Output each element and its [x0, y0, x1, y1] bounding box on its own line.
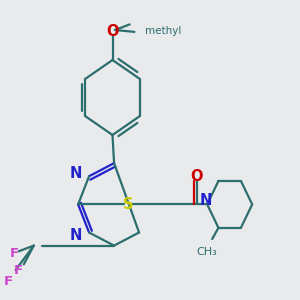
Text: S: S — [123, 197, 134, 212]
Text: methyl: methyl — [145, 26, 182, 36]
Text: N: N — [200, 193, 212, 208]
Text: N: N — [70, 166, 82, 181]
Text: O: O — [106, 24, 119, 39]
Text: F: F — [14, 263, 23, 277]
Text: F: F — [4, 275, 13, 288]
Text: N: N — [70, 228, 82, 243]
Text: CH₃: CH₃ — [196, 247, 217, 256]
Text: O: O — [190, 169, 203, 184]
Text: F: F — [10, 247, 19, 260]
